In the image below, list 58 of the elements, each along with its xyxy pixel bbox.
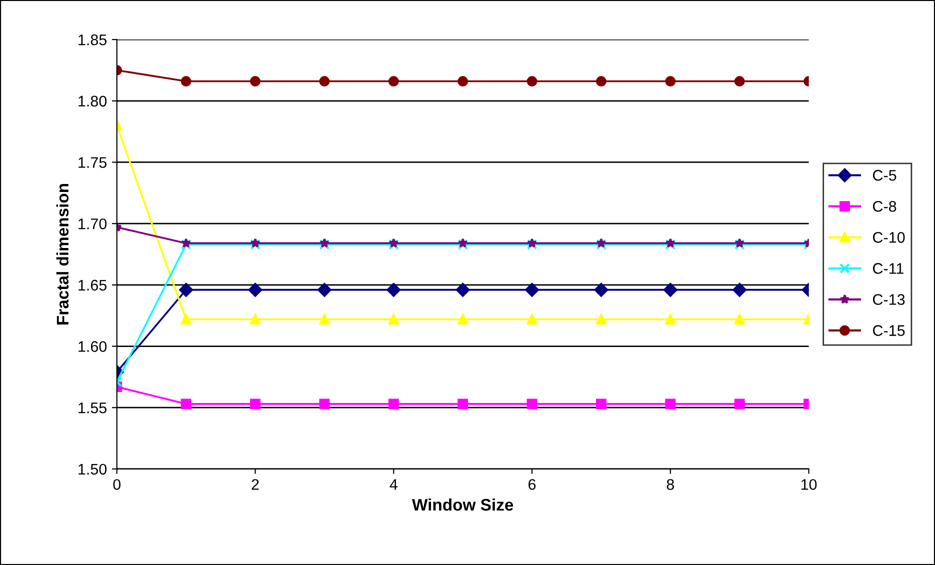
point xyxy=(458,76,468,86)
point xyxy=(525,282,539,297)
point xyxy=(388,76,399,86)
y-tick-label: 1.85 xyxy=(78,34,107,46)
point xyxy=(734,398,745,410)
y-tick-label: 1.65 xyxy=(78,280,107,291)
legend-label: C-5 xyxy=(873,170,896,181)
point xyxy=(388,314,399,324)
point xyxy=(665,398,676,410)
point xyxy=(180,398,192,410)
point xyxy=(596,76,606,86)
point xyxy=(318,282,332,297)
x-tick-label: 6 xyxy=(528,479,536,490)
point xyxy=(596,398,606,410)
x-tick-label: 8 xyxy=(666,479,674,490)
point xyxy=(388,398,399,410)
point xyxy=(734,76,745,86)
point xyxy=(180,314,192,324)
legend-label: C-11 xyxy=(873,263,904,274)
legend-label: C-15 xyxy=(873,325,905,336)
y-tick-label: 1.70 xyxy=(78,218,107,230)
legend-label: C-8 xyxy=(873,200,896,212)
point xyxy=(526,76,538,86)
point xyxy=(319,76,330,86)
point xyxy=(250,76,260,86)
point xyxy=(319,314,330,324)
point xyxy=(250,314,260,324)
point xyxy=(458,314,468,324)
point xyxy=(386,282,401,297)
y-axis-title: Fractal dimension xyxy=(56,184,69,324)
y-tick-label: 1.60 xyxy=(78,341,107,352)
x-tick-label: 2 xyxy=(252,479,259,490)
x-tick-label: 4 xyxy=(390,479,398,490)
point xyxy=(594,282,608,297)
y-tick-label: 1.50 xyxy=(78,464,107,475)
point xyxy=(734,314,745,324)
point xyxy=(665,76,676,86)
legend-label: C-13 xyxy=(873,294,905,305)
y-tick-label: 1.75 xyxy=(78,157,107,168)
point xyxy=(456,282,470,297)
legend-label: C-10 xyxy=(873,232,905,243)
point xyxy=(458,398,468,410)
point xyxy=(526,314,538,324)
point xyxy=(179,282,194,297)
point xyxy=(180,76,192,86)
y-tick-label: 1.80 xyxy=(78,96,107,107)
point xyxy=(732,282,747,297)
y-tick-label: 1.55 xyxy=(78,402,107,414)
point xyxy=(248,282,262,297)
x-axis-title: Window Size xyxy=(412,498,514,511)
point xyxy=(526,398,538,410)
x-tick-label: 0 xyxy=(113,479,121,490)
point xyxy=(319,398,330,410)
x-tick-label: 10 xyxy=(801,479,817,490)
point xyxy=(250,398,260,410)
point xyxy=(665,314,676,324)
point xyxy=(663,282,678,297)
point xyxy=(596,314,606,324)
